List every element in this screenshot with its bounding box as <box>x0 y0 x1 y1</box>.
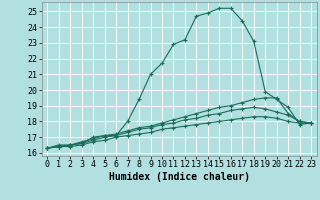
X-axis label: Humidex (Indice chaleur): Humidex (Indice chaleur) <box>109 172 250 182</box>
